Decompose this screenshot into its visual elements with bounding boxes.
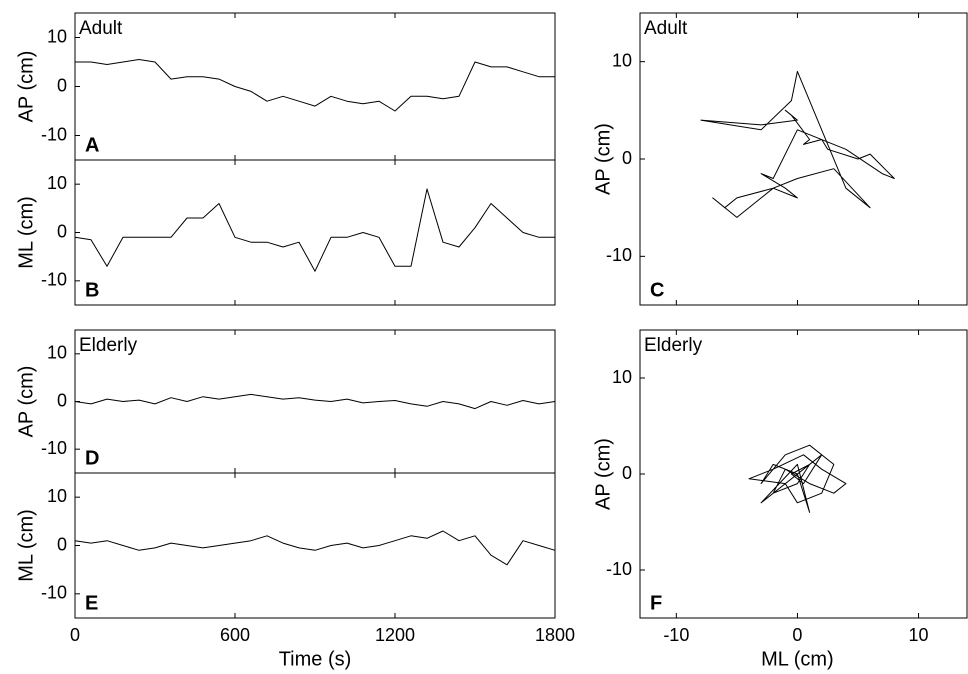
y-axis-title: ML (cm) xyxy=(15,196,37,269)
y-tick-label: 10 xyxy=(612,50,632,70)
panel-letter: C xyxy=(650,279,664,301)
y-tick-label: 0 xyxy=(57,221,67,241)
trace xyxy=(700,70,895,218)
y-tick-label: 10 xyxy=(47,486,67,506)
x-axis-title: Time (s) xyxy=(279,648,352,670)
y-tick-label: -10 xyxy=(606,559,632,579)
plot-frame xyxy=(639,12,968,306)
x-tick-label: 0 xyxy=(792,625,802,645)
panel-letter: B xyxy=(85,279,99,301)
y-tick-label: 0 xyxy=(57,390,67,410)
x-tick-label: 0 xyxy=(70,625,80,645)
y-axis-title: AP (cm) xyxy=(592,438,614,510)
panel-annotation: Elderly xyxy=(644,335,703,356)
y-tick-label: 10 xyxy=(47,173,67,193)
y-tick-label: -10 xyxy=(41,270,67,290)
panel-annotation: Adult xyxy=(644,18,688,39)
panel-annotation: Adult xyxy=(79,18,123,39)
y-tick-label: -10 xyxy=(41,438,67,458)
plot-frame xyxy=(74,12,556,161)
x-axis-title: ML (cm) xyxy=(761,648,834,670)
y-axis-title: ML (cm) xyxy=(15,509,37,582)
y-axis-title: AP (cm) xyxy=(15,366,37,438)
y-tick-label: 0 xyxy=(622,148,632,168)
trace xyxy=(748,444,847,513)
plot-frame xyxy=(74,159,556,306)
x-tick-label: -10 xyxy=(663,625,689,645)
y-tick-label: 10 xyxy=(47,343,67,363)
x-tick-label: 1200 xyxy=(375,625,415,645)
panel-annotation: Elderly xyxy=(79,335,138,356)
y-tick-label: 0 xyxy=(622,463,632,483)
trace xyxy=(74,393,556,410)
panel-letter: A xyxy=(85,134,99,156)
x-tick-label: 10 xyxy=(909,625,929,645)
x-tick-label: 1800 xyxy=(535,625,575,645)
trace xyxy=(74,188,555,272)
panel-letter: E xyxy=(85,592,98,614)
x-tick-label: 600 xyxy=(220,625,250,645)
trace xyxy=(74,530,556,566)
panel-letter: F xyxy=(650,592,662,614)
y-tick-label: 0 xyxy=(57,75,67,95)
panel-letter: D xyxy=(85,447,99,469)
y-tick-label: 10 xyxy=(612,367,632,387)
y-tick-label: -10 xyxy=(606,245,632,265)
y-tick-label: 10 xyxy=(47,26,67,46)
y-tick-label: -10 xyxy=(41,583,67,603)
y-tick-label: -10 xyxy=(41,124,67,144)
y-tick-label: 0 xyxy=(57,534,67,554)
trace xyxy=(75,59,555,112)
y-axis-title: AP (cm) xyxy=(592,123,614,195)
y-axis-title: AP (cm) xyxy=(15,51,37,123)
